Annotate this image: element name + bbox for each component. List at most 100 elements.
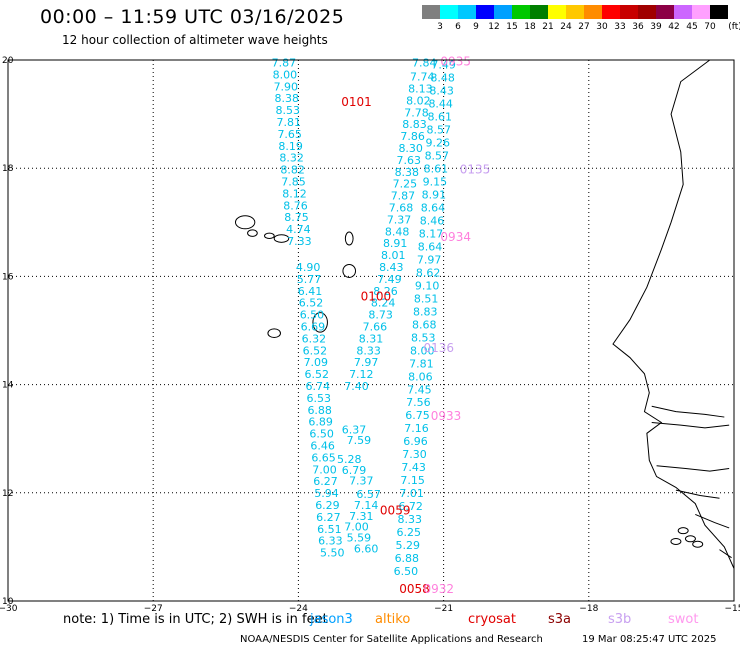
wave-height-value: 8.30 [398, 142, 423, 155]
wave-height-value: 8.53 [411, 331, 436, 344]
pass-time-label: 0934 [440, 230, 471, 244]
pass-time-label: 0932 [423, 582, 454, 596]
river-estuary [719, 549, 732, 559]
legend-s3a: s3a [548, 612, 572, 627]
wave-height-value: 6.50 [300, 309, 325, 322]
legend-s3b: s3b [608, 612, 632, 627]
colorbar-label: 18 [524, 22, 536, 32]
wave-height-value: 8.62 [416, 266, 441, 279]
wave-height-value: 8.02 [406, 94, 431, 107]
cape-verde-island [267, 328, 281, 339]
africa-coastline [612, 59, 735, 601]
pass-time-label: 0135 [460, 163, 491, 177]
chart-subtitle: 12 hour collection of altimeter wave hei… [62, 33, 328, 47]
wave-height-value: 5.94 [314, 487, 339, 500]
colorbar-label: 30 [596, 22, 608, 32]
colorbar-label: 42 [668, 22, 680, 32]
wave-height-value: 8.33 [356, 344, 381, 357]
wave-height-value: 7.85 [281, 176, 306, 189]
colorbar-swatch [458, 5, 476, 19]
wave-height-value: 6.27 [316, 511, 341, 524]
y-tick-label: 10 [2, 597, 14, 607]
note-text: note: 1) Time is in UTC; 2) SWH is in fe… [63, 612, 328, 627]
wave-height-value: 7.15 [400, 474, 425, 487]
map-frame [7, 59, 735, 602]
wave-height-value: 8.48 [430, 72, 455, 85]
wave-height-value: 8.19 [278, 140, 303, 153]
colorbar-swatch [530, 5, 548, 19]
wave-height-value: 6.75 [405, 409, 430, 422]
wave-height-value: 8.51 [414, 292, 439, 305]
wave-height-value: 7.45 [407, 383, 432, 396]
wave-height-value: 8.61 [427, 111, 452, 124]
wave-height-value: 7.00 [312, 463, 337, 476]
wave-height-value: 6.52 [305, 368, 330, 381]
wave-height-value: 5.59 [347, 531, 372, 544]
colorbar-label: 9 [473, 22, 479, 32]
wave-height-value: 8.01 [381, 249, 406, 262]
wave-height-value: 8.12 [282, 187, 307, 200]
bissagos-island [684, 535, 696, 543]
wave-height-value: 8.53 [276, 104, 301, 117]
wave-height-value: 6.74 [306, 380, 331, 393]
colorbar-label: 27 [578, 22, 590, 32]
wave-height-value: 5.28 [337, 453, 362, 466]
x-tick-label: −24 [289, 604, 308, 614]
wave-height-value: 6.65 [311, 451, 336, 464]
colorbar-swatch [422, 5, 440, 19]
pass-time-label: 0100 [361, 290, 392, 304]
wave-height-value: 8.43 [379, 261, 404, 274]
wave-height-value: 6.88 [307, 404, 332, 417]
wave-height-value: 6.32 [302, 332, 327, 345]
wave-height-value: 7.30 [402, 448, 427, 461]
wave-height-value: 7.16 [404, 422, 429, 435]
wave-height-value: 6.46 [310, 440, 335, 453]
x-tick-label: −30 [0, 604, 18, 614]
wave-height-value: 8.91 [383, 237, 408, 250]
cape-verde-island [342, 263, 357, 278]
wave-height-value: 8.43 [429, 85, 454, 98]
wave-height-value: 6.51 [317, 523, 342, 536]
colorbar-swatch [674, 5, 692, 19]
river-estuary [651, 405, 725, 418]
river-estuary [675, 489, 720, 499]
wave-height-value: 8.64 [418, 240, 443, 253]
wave-height-value: 7.12 [349, 368, 374, 381]
wave-height-value: 8.83 [413, 305, 438, 318]
wave-height-value: 6.37 [342, 423, 367, 436]
colorbar-label: 6 [455, 22, 461, 32]
wave-height-value: 8.00 [410, 344, 435, 357]
colorbar-swatch [584, 5, 602, 19]
colorbar-swatch [602, 5, 620, 19]
pass-time-label: 0059 [380, 503, 411, 517]
cape-verde-island [234, 215, 256, 230]
wave-height-value: 4.74 [286, 223, 311, 236]
wave-height-value: 8.76 [283, 199, 308, 212]
wave-height-value: 6.72 [398, 500, 423, 513]
wave-height-value: 6.52 [299, 297, 324, 310]
legend-cryosat: cryosat [468, 612, 516, 627]
river-estuary [656, 465, 730, 472]
wave-height-value: 6.29 [315, 499, 340, 512]
cape-verde-island [247, 229, 258, 237]
colorbar-swatch [710, 5, 728, 19]
colorbar-label: 3 [437, 22, 443, 32]
wave-height-value: 8.75 [284, 211, 309, 224]
wave-height-value: 6.52 [303, 344, 328, 357]
wave-height-value: 6.50 [309, 428, 334, 441]
wave-height-value: 7.14 [354, 499, 379, 512]
wave-height-value: 8.91 [422, 188, 447, 201]
wave-height-value: 7.86 [400, 130, 425, 143]
colorbar-swatch [440, 5, 458, 19]
credit-text: NOAA/NESDIS Center for Satellite Applica… [240, 634, 543, 645]
wave-height-value: 7.25 [393, 178, 418, 191]
river-estuary [695, 513, 730, 529]
wave-height-value: 7.49 [431, 59, 456, 72]
x-tick-label: −15 [725, 604, 740, 614]
wave-height-value: 7.37 [349, 475, 374, 488]
colorbar-label: 39 [650, 22, 662, 32]
wave-height-value: 7.81 [276, 116, 301, 129]
colorbar-swatch [656, 5, 674, 19]
wave-height-value: 4.90 [296, 261, 321, 274]
colorbar-swatch [620, 5, 638, 19]
